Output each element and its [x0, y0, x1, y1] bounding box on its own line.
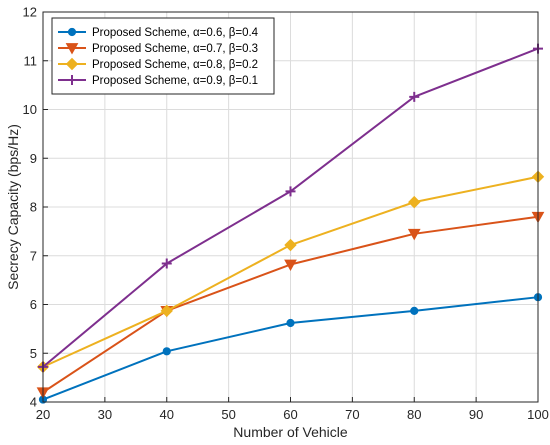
y-tick-label: 9	[30, 151, 37, 166]
legend-item: Proposed Scheme, α=0.8, β=0.2	[58, 57, 258, 71]
legend: Proposed Scheme, α=0.6, β=0.4 Proposed Sc…	[51, 17, 275, 95]
x-tick-label: 80	[407, 407, 421, 422]
data-point	[160, 304, 173, 318]
x-axis-label: Number of Vehicle	[233, 424, 348, 440]
data-point	[409, 91, 420, 102]
data-point	[286, 318, 295, 328]
legend-marker	[67, 27, 77, 37]
y-tick-label: 7	[30, 248, 37, 263]
y-axis-label: Secrecy Capacity (bps/Hz)	[5, 124, 21, 290]
legend-label: Proposed Scheme, α=0.7, β=0.3	[92, 43, 258, 55]
y-tick-label: 4	[30, 395, 37, 410]
x-tick-label: 50	[221, 407, 235, 422]
x-tick-label: 30	[98, 407, 112, 422]
y-tick-label: 10	[23, 102, 37, 117]
data-point	[410, 306, 419, 315]
data-point	[408, 195, 421, 209]
y-tick-label: 8	[30, 200, 37, 215]
legend-marker	[65, 43, 79, 55]
data-point	[285, 186, 296, 197]
data-point	[407, 228, 421, 241]
legend-item: Proposed Scheme, α=0.9, β=0.1	[58, 75, 258, 87]
x-tick-label: 90	[469, 407, 483, 422]
legend-marker	[67, 75, 77, 85]
data-point	[284, 238, 297, 252]
y-tick-label: 5	[30, 346, 37, 361]
x-tick-label: 70	[345, 407, 359, 422]
data-point	[161, 258, 172, 269]
legend-marker	[65, 57, 79, 71]
x-tick-label: 40	[160, 407, 174, 422]
legend-item: Proposed Scheme, α=0.6, β=0.4	[58, 27, 259, 39]
y-tick-label: 11	[24, 53, 38, 68]
y-tick-label: 12	[23, 5, 37, 20]
x-tick-label: 20	[36, 407, 50, 422]
x-tick-label: 100	[527, 407, 549, 422]
legend-label: Proposed Scheme, α=0.8, β=0.2	[92, 59, 258, 71]
legend-label: Proposed Scheme, α=0.6, β=0.4	[92, 27, 259, 39]
legend-label: Proposed Scheme, α=0.9, β=0.1	[92, 75, 258, 87]
legend-item: Proposed Scheme, α=0.7, β=0.3	[58, 43, 258, 55]
x-tick-label: 60	[283, 407, 297, 422]
axis-ticks: 20 30 40 50 60 70 80 90 100 4 5 6 7 8 9 10 11 12	[23, 5, 549, 423]
legend-box	[51, 17, 275, 95]
data-point	[284, 259, 297, 272]
series-layer	[36, 43, 545, 404]
data-point	[162, 347, 171, 356]
y-tick-label: 6	[30, 297, 37, 312]
